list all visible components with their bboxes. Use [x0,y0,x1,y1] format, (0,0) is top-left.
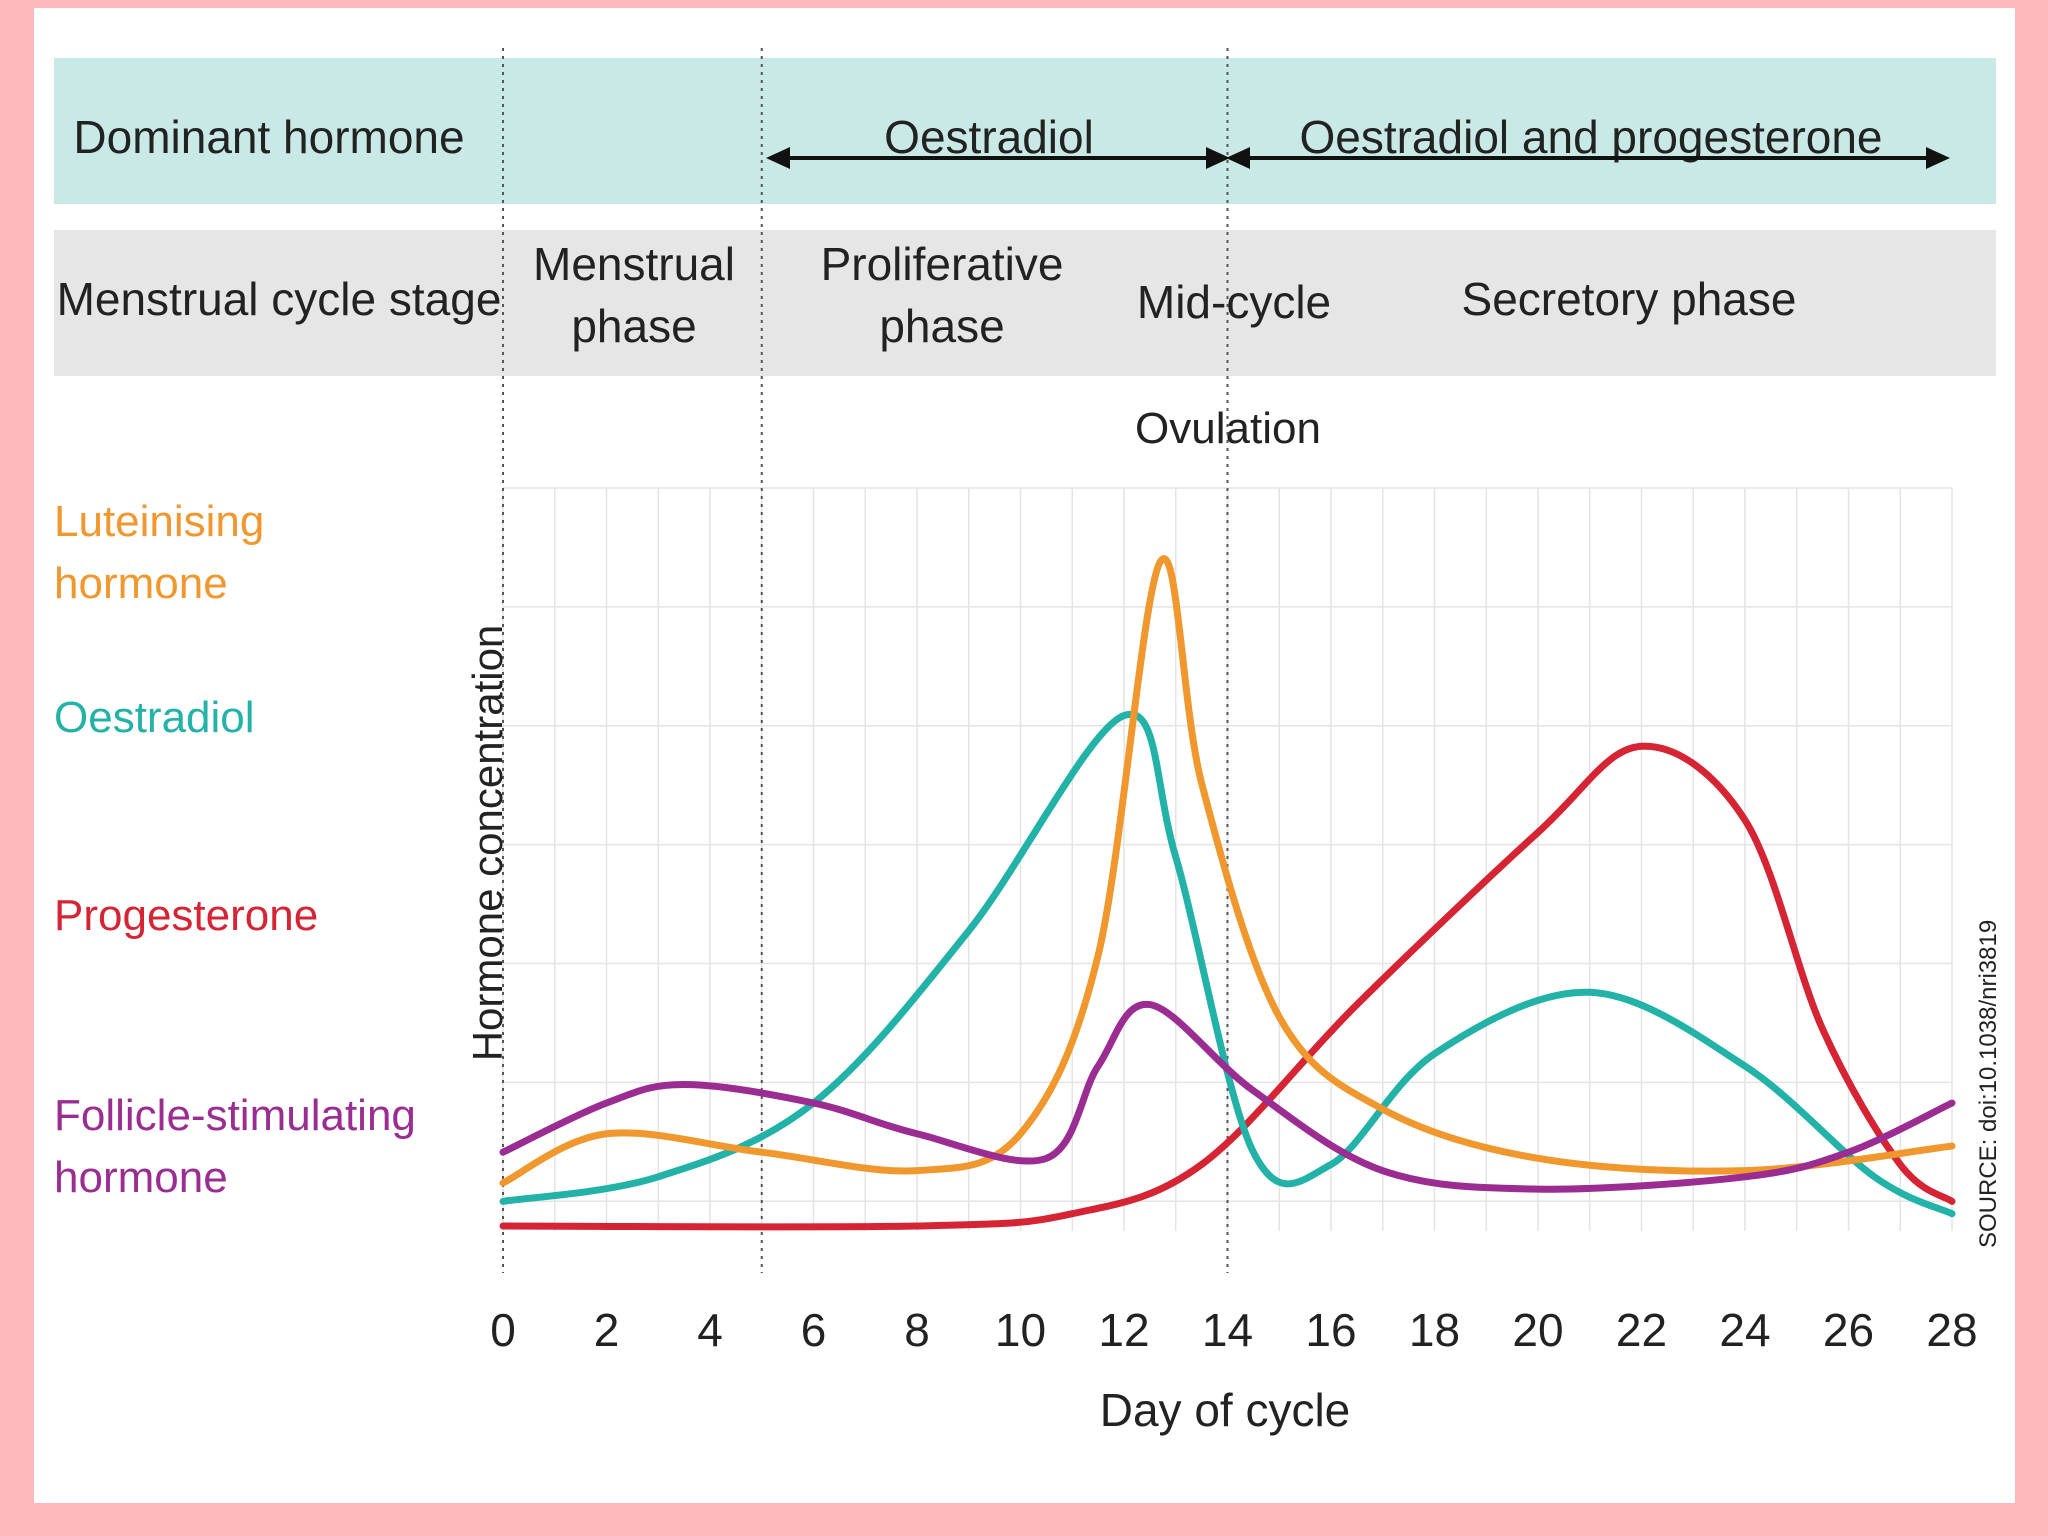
legend-fsh-line1: Follicle-stimulating [54,1091,416,1140]
x-tick-label: 10 [995,1304,1046,1356]
x-tick-label: 0 [490,1304,516,1356]
x-tick-label: 20 [1512,1304,1563,1356]
legend-fsh-line2: hormone [54,1153,228,1202]
x-tick-label: 6 [801,1304,827,1356]
x-axis-label: Day of cycle [1100,1384,1351,1436]
legend-progesterone: Progesterone [54,891,318,940]
cycle-stage-band [54,230,1996,376]
dominant-hormone-label: Dominant hormone [73,111,464,163]
x-tick-label: 26 [1823,1304,1874,1356]
x-tick-label: 28 [1926,1304,1977,1356]
x-tick-label: 16 [1305,1304,1356,1356]
legend-oestradiol: Oestradiol [54,693,255,742]
x-tick-label: 2 [594,1304,620,1356]
secretory-phase-label: Secretory phase [1462,273,1797,325]
proliferative-phase-line2: phase [879,300,1004,352]
menstrual-phase-line2: phase [571,300,696,352]
oestradiol-dominant-label: Oestradiol [884,111,1094,163]
legend-lh-line1: Luteinising [54,497,264,546]
x-tick-label: 8 [904,1304,930,1356]
chart-grid [502,487,1953,1231]
oestradiol-progesterone-range-arrow [1226,147,1950,169]
oestradiol-range-arrow [766,147,1230,169]
x-tick-label: 12 [1098,1304,1149,1356]
mid-cycle-label: Mid-cycle [1137,276,1331,328]
x-tick-label: 18 [1409,1304,1460,1356]
legend-lh-line2: hormone [54,559,228,608]
menstrual-phase-line1: Menstrual [533,238,735,290]
figure-panel: Dominant hormone Oestradiol Oestradiol a… [34,8,2015,1503]
series-line-progesterone [499,742,1956,1231]
x-tick-label: 14 [1202,1304,1253,1356]
proliferative-phase-line1: Proliferative [821,238,1064,290]
menstrual-cycle-figure: Dominant hormone Oestradiol Oestradiol a… [54,48,2002,1436]
x-axis-ticks: 0 2 4 6 8 10 12 14 16 18 20 22 24 26 28 [490,1304,1977,1356]
dominant-hormone-band [54,58,1996,204]
series-line-luteinising-hormone [499,555,1956,1187]
series-line-follicle-stimulating-hormone [499,1001,1956,1193]
x-tick-label: 24 [1719,1304,1770,1356]
ovulation-label: Ovulation [1135,404,1321,453]
oestradiol-progesterone-dominant-label: Oestradiol and progesterone [1299,111,1882,163]
x-tick-label: 4 [697,1304,723,1356]
cycle-stage-label: Menstrual cycle stage [57,273,502,325]
hormone-curves [499,555,1956,1231]
y-axis-label: Hormone concentration [464,625,511,1062]
x-tick-label: 22 [1616,1304,1667,1356]
source-note: SOURCE: doi:10.1038/nri3819 [1975,920,2002,1248]
